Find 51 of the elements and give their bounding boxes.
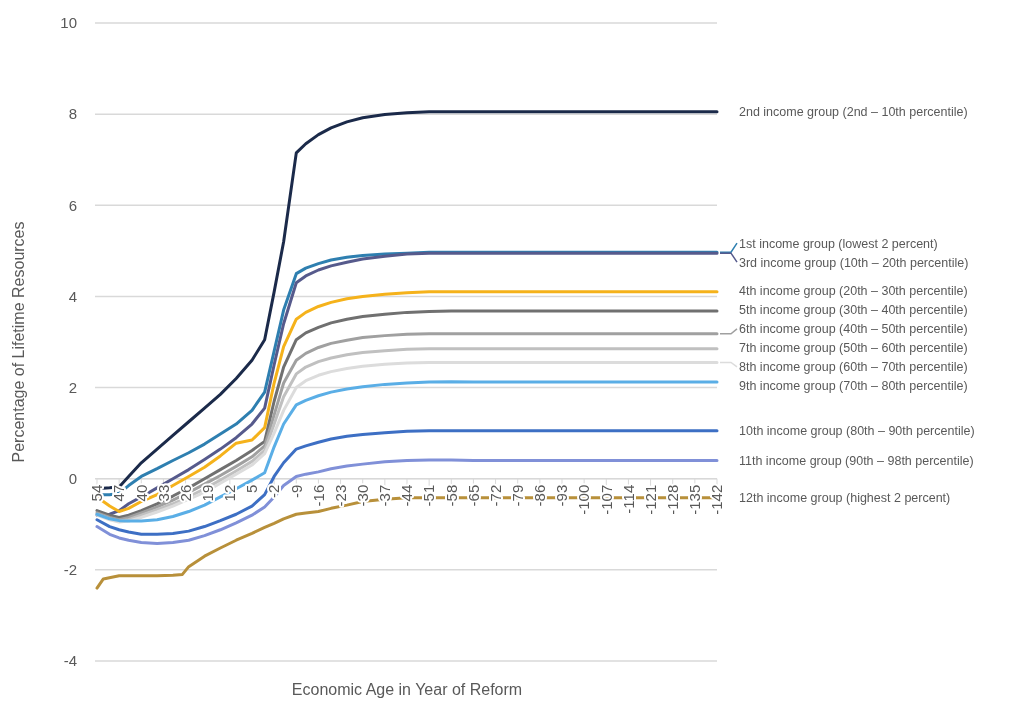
y-tick-label: -2 (63, 561, 77, 579)
series-label: 6th income group (40th – 50th percentile) (739, 322, 968, 337)
x-tick-label: -9 (287, 484, 305, 499)
x-tick-label: -100 (575, 484, 593, 515)
series-label: 5th income group (30th – 40th percentile) (739, 303, 968, 318)
y-tick-label: 0 (68, 469, 77, 487)
y-tick-label: -4 (63, 652, 77, 670)
x-tick-label: -37 (376, 484, 394, 507)
x-tick-label: -86 (531, 484, 549, 507)
x-tick-label: 5 (243, 484, 261, 494)
series-label: 8th income group (60th – 70th percentile) (739, 360, 968, 375)
y-tick-label: 4 (68, 287, 77, 305)
x-tick-label: 47 (110, 484, 128, 502)
x-tick-label: -121 (641, 484, 659, 515)
x-tick-label: -23 (331, 484, 349, 507)
series-label: 2nd income group (2nd – 10th percentile) (739, 105, 968, 120)
x-tick-label: -93 (553, 484, 571, 507)
x-tick-label: -79 (508, 484, 526, 507)
x-tick-label: -58 (442, 484, 460, 507)
series-label: 9th income group (70th – 80th percentile) (739, 379, 968, 394)
x-tick-label: -16 (309, 484, 327, 507)
x-tick-label: -44 (398, 484, 416, 507)
x-tick-label: 33 (154, 484, 172, 502)
y-tick-label: 8 (68, 105, 77, 123)
x-tick-label: 19 (198, 484, 216, 502)
x-axis-title: Economic Age in Year of Reform (291, 681, 523, 698)
x-tick-label: 54 (88, 484, 106, 502)
series-label: 4th income group (20th – 30th percentile) (739, 284, 968, 299)
series-label: 12th income group (highest 2 percent) (739, 491, 951, 506)
x-tick-label: -142 (708, 484, 726, 515)
x-tick-label: -128 (663, 484, 681, 515)
series-label: 7th income group (50th – 60th percentile) (739, 341, 968, 356)
legend-label: 3rd income group (10th – 20th percentile) (739, 255, 969, 270)
x-tick-label: -114 (619, 484, 637, 514)
y-tick-label: 10 (60, 14, 77, 32)
x-tick-label: -2 (265, 484, 283, 499)
x-tick-label: -65 (464, 484, 482, 507)
y-axis-title: Percentage of Lifetime Resources (10, 221, 27, 463)
series-label: 10th income group (80th – 90th percentile) (739, 424, 975, 439)
x-tick-label: 12 (221, 484, 239, 502)
x-tick-label: -72 (486, 484, 504, 507)
x-tick-label: -51 (420, 484, 438, 507)
x-tick-label: -107 (597, 484, 615, 515)
series-label: 11th income group (90th – 98th percentile) (739, 453, 974, 468)
y-tick-label: 6 (68, 196, 77, 214)
x-tick-label: -30 (353, 484, 371, 507)
x-tick-label: 26 (176, 484, 194, 502)
x-tick-label: -135 (686, 484, 704, 515)
legend-label: 1st income group (lowest 2 percent) (739, 236, 938, 251)
y-tick-label: 2 (68, 378, 77, 396)
x-tick-label: 40 (132, 484, 150, 502)
